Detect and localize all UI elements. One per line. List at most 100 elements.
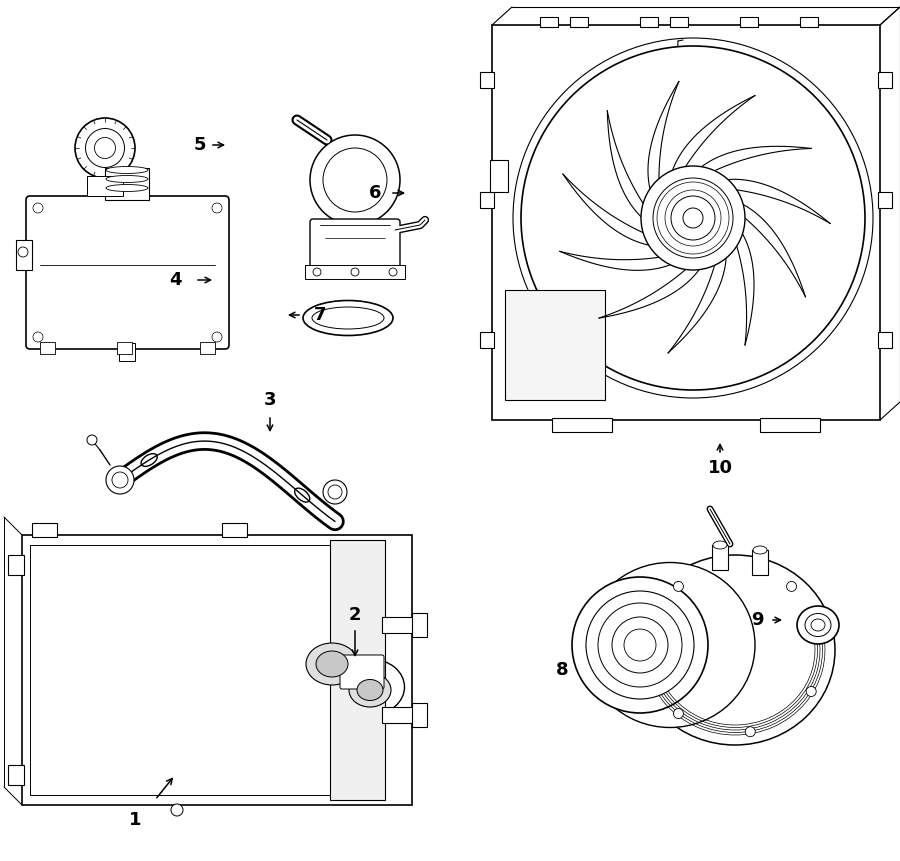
Circle shape — [87, 435, 97, 445]
Circle shape — [323, 148, 387, 212]
Circle shape — [745, 727, 755, 737]
Ellipse shape — [349, 673, 391, 707]
Circle shape — [521, 46, 865, 390]
FancyBboxPatch shape — [26, 196, 229, 349]
Text: 4: 4 — [169, 271, 181, 289]
Circle shape — [18, 247, 28, 257]
Ellipse shape — [357, 679, 383, 701]
Circle shape — [106, 466, 134, 494]
Bar — [760, 418, 820, 432]
Circle shape — [389, 268, 397, 276]
Ellipse shape — [312, 307, 384, 329]
Bar — [412, 613, 427, 637]
Circle shape — [94, 138, 115, 158]
Text: 5: 5 — [194, 136, 206, 154]
Ellipse shape — [316, 651, 348, 677]
Circle shape — [671, 196, 715, 240]
Bar — [22, 535, 412, 805]
Ellipse shape — [106, 176, 148, 183]
Bar — [480, 72, 494, 88]
Bar — [878, 72, 892, 88]
Circle shape — [586, 591, 694, 699]
Ellipse shape — [805, 614, 831, 636]
Circle shape — [673, 709, 683, 719]
Bar — [117, 342, 132, 354]
Bar — [16, 240, 32, 270]
Bar — [200, 342, 215, 354]
Bar — [552, 418, 612, 432]
Circle shape — [641, 166, 745, 270]
Ellipse shape — [106, 184, 148, 191]
Bar — [40, 342, 55, 354]
Circle shape — [572, 577, 708, 713]
Ellipse shape — [339, 660, 404, 715]
Bar — [8, 555, 24, 575]
Bar — [800, 17, 818, 27]
Ellipse shape — [585, 562, 755, 728]
Circle shape — [612, 617, 668, 673]
Bar — [505, 290, 605, 400]
Bar — [382, 617, 414, 633]
Circle shape — [351, 268, 359, 276]
Bar — [570, 17, 588, 27]
Text: 3: 3 — [264, 391, 276, 409]
Bar — [670, 17, 688, 27]
FancyBboxPatch shape — [340, 655, 384, 689]
Circle shape — [642, 645, 652, 655]
Circle shape — [112, 472, 128, 488]
Bar — [490, 160, 508, 192]
Bar — [540, 17, 558, 27]
Text: 1: 1 — [129, 811, 141, 829]
Circle shape — [33, 203, 43, 213]
Circle shape — [328, 485, 342, 499]
Ellipse shape — [106, 166, 148, 174]
Circle shape — [683, 208, 703, 228]
Ellipse shape — [713, 541, 727, 549]
Bar — [119, 343, 135, 361]
Text: 7: 7 — [314, 306, 326, 324]
Circle shape — [212, 203, 222, 213]
Bar — [480, 192, 494, 208]
Ellipse shape — [303, 300, 393, 336]
Text: 10: 10 — [707, 459, 733, 477]
Text: 6: 6 — [369, 184, 382, 202]
Bar — [740, 17, 758, 27]
Circle shape — [598, 603, 682, 687]
Circle shape — [33, 332, 43, 342]
Bar — [222, 523, 247, 537]
Bar — [105, 168, 149, 200]
Circle shape — [171, 804, 183, 816]
Bar — [32, 523, 57, 537]
Bar — [305, 265, 405, 279]
Bar — [878, 332, 892, 348]
Circle shape — [86, 128, 124, 168]
Bar — [8, 765, 24, 785]
Circle shape — [673, 581, 683, 592]
Ellipse shape — [797, 606, 839, 644]
Ellipse shape — [635, 555, 835, 745]
FancyBboxPatch shape — [310, 219, 400, 275]
Circle shape — [313, 268, 321, 276]
Circle shape — [75, 118, 135, 178]
Bar — [878, 192, 892, 208]
Ellipse shape — [297, 629, 377, 695]
Circle shape — [323, 480, 347, 504]
Bar — [382, 707, 414, 723]
Circle shape — [310, 135, 400, 225]
Bar — [752, 550, 768, 575]
Bar — [330, 540, 385, 800]
Circle shape — [787, 581, 796, 592]
Text: 2: 2 — [349, 606, 361, 624]
Circle shape — [806, 686, 816, 697]
Text: 9: 9 — [751, 611, 763, 629]
Bar — [30, 545, 330, 795]
Ellipse shape — [306, 643, 358, 685]
Bar — [412, 703, 427, 727]
Bar — [492, 25, 880, 420]
Bar — [480, 332, 494, 348]
Bar — [712, 545, 728, 570]
Bar — [640, 17, 658, 27]
Ellipse shape — [811, 619, 825, 631]
Text: 8: 8 — [555, 661, 568, 679]
Circle shape — [653, 178, 733, 258]
